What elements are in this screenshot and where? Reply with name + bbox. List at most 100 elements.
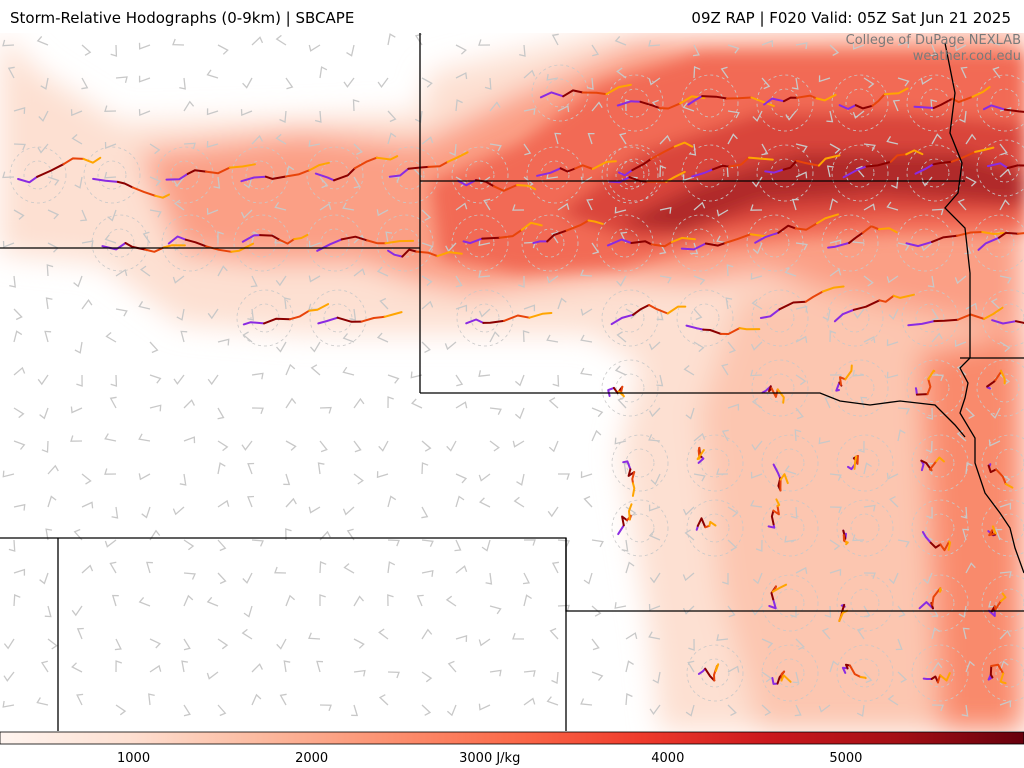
wind-barb <box>242 331 253 343</box>
wind-barb <box>616 331 627 343</box>
wind-barb <box>421 569 434 577</box>
wind-barb <box>138 301 151 310</box>
wind-barb <box>489 605 502 615</box>
range-ring <box>611 499 669 557</box>
range-ring <box>451 214 509 272</box>
wind-barb <box>650 473 661 486</box>
wind-barb <box>13 440 26 450</box>
wind-barb <box>750 341 763 351</box>
hodograph-segment <box>293 233 309 241</box>
hodograph <box>697 663 720 682</box>
wind-barb <box>217 338 230 346</box>
hodograph-segment <box>648 304 669 315</box>
range-ring <box>676 289 734 347</box>
wind-barb <box>546 334 559 343</box>
wind-barb <box>852 369 865 377</box>
range-ring <box>601 146 659 204</box>
wind-barb <box>478 370 491 377</box>
wind-barb <box>583 495 593 508</box>
hodograph <box>317 311 403 325</box>
wind-barb <box>625 693 633 706</box>
wind-barb <box>455 565 468 574</box>
hodograph-segment <box>704 242 727 247</box>
wind-barb <box>516 473 525 486</box>
wind-barb <box>489 407 502 415</box>
hodograph-segment <box>987 674 994 681</box>
range-ring <box>465 160 495 190</box>
hodograph-segment <box>704 524 711 529</box>
hodograph-segment <box>998 231 1019 239</box>
range-ring <box>836 574 894 632</box>
wind-barb <box>240 209 253 219</box>
hodograph-segment <box>795 159 820 167</box>
wind-barb <box>217 462 226 475</box>
range-ring <box>840 303 870 333</box>
range-ring <box>775 658 805 688</box>
wind-barb <box>421 242 434 252</box>
wind-barb <box>921 176 933 187</box>
wind-barb <box>586 77 594 90</box>
hodograph <box>833 293 915 323</box>
wind-barb <box>217 638 229 650</box>
hodograph-segment <box>240 175 267 183</box>
hodograph-segment <box>724 233 752 244</box>
wind-barb <box>557 202 570 211</box>
wind-barb <box>691 242 699 255</box>
wind-barb <box>478 271 491 278</box>
wind-barb <box>387 132 397 145</box>
wind-barb <box>141 506 151 519</box>
colorbar-label: 3000 J/kg <box>459 751 521 766</box>
wind-barb <box>284 297 291 310</box>
hodograph-segment <box>845 663 851 670</box>
wind-barb <box>343 563 355 574</box>
colorbar-label: 5000 <box>829 751 863 766</box>
wind-barb <box>551 33 559 46</box>
hodograph-segment <box>759 308 781 319</box>
hodograph-segment <box>815 93 837 102</box>
wind-barb <box>478 239 491 247</box>
hodograph-segment <box>427 160 449 168</box>
range-ring <box>850 448 880 478</box>
map-canvas <box>0 33 1024 731</box>
wind-barb <box>346 44 355 57</box>
range-ring <box>821 214 879 272</box>
hodograph-segment <box>532 240 549 244</box>
wind-barb <box>648 341 661 351</box>
range-ring <box>451 146 509 204</box>
hodograph-segment <box>835 381 841 392</box>
wind-barb <box>580 269 593 277</box>
wind-barb <box>992 66 1001 79</box>
wind-barb <box>852 42 865 50</box>
hodograph-segment <box>124 242 147 251</box>
wind-barb <box>489 331 500 343</box>
hodographs <box>17 83 1024 685</box>
hodograph <box>986 369 1006 390</box>
hodograph-segment <box>631 158 652 172</box>
wind-barb <box>826 165 834 178</box>
hodograph-segment <box>928 460 938 472</box>
hodograph-segment <box>914 163 935 175</box>
wind-barb <box>180 330 188 343</box>
hodograph-segment <box>991 319 1017 325</box>
range-ring <box>611 434 669 492</box>
range-ring <box>91 214 149 272</box>
wind-barb <box>892 99 900 112</box>
wind-barb <box>965 562 976 574</box>
range-ring <box>681 74 739 132</box>
hodograph-segment <box>939 540 951 552</box>
hodograph-segment <box>649 145 676 161</box>
wind-barb <box>138 473 151 481</box>
hodograph-segment <box>259 234 281 241</box>
range-ring <box>976 74 1024 132</box>
range-ring <box>775 588 805 618</box>
wind-barb <box>343 77 355 88</box>
wind-barb <box>455 374 464 387</box>
wind-barb <box>376 209 389 217</box>
wind-barb <box>591 101 603 112</box>
map-panel[interactable]: College of DuPage NEXLAB weather.cod.edu <box>0 33 1024 731</box>
range-ring <box>596 214 654 272</box>
wind-barb <box>149 529 161 541</box>
wind-barb <box>685 407 695 420</box>
wind-barb <box>283 473 291 486</box>
hodograph-segment <box>702 328 722 335</box>
